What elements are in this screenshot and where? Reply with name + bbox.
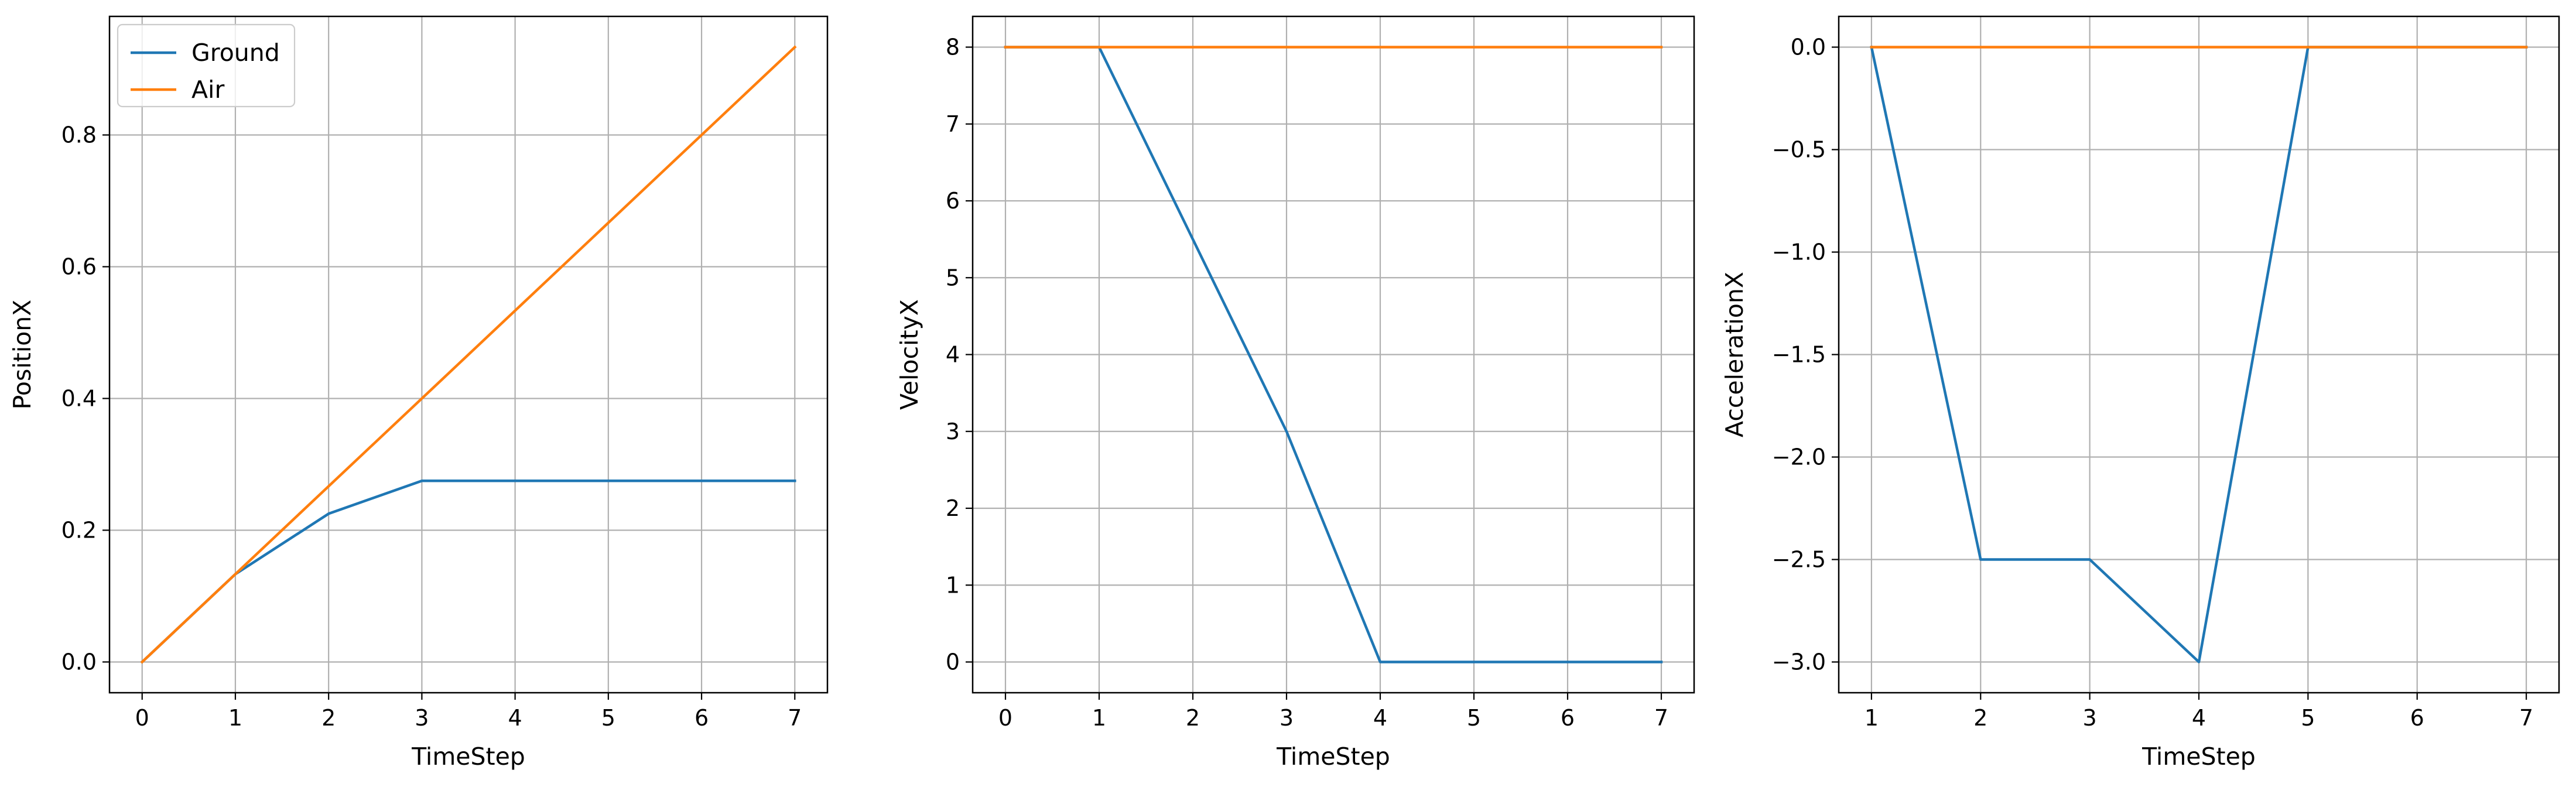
series-line-ground bbox=[140, 479, 796, 664]
y-axis-label: VelocityX bbox=[895, 299, 923, 410]
x-tick-label: 2 bbox=[321, 705, 336, 731]
x-tick-label: 2 bbox=[1186, 705, 1200, 731]
x-tick-label: 7 bbox=[1654, 705, 1668, 731]
y-tick-label: 0.0 bbox=[61, 649, 97, 675]
x-tick-label: 6 bbox=[2410, 705, 2424, 731]
chart-panel-1: 0 1 2 3 4 5 6 7 0.0 0.2 0.4 0.6 0.8 TimeStep PositionX… bbox=[8, 15, 829, 771]
y-tick-label: −1.5 bbox=[1772, 342, 1826, 368]
legend-label-air: Air bbox=[191, 76, 224, 104]
legend-box bbox=[117, 23, 296, 108]
x-tick-label: 3 bbox=[2083, 705, 2097, 731]
x-tick-label: 4 bbox=[508, 705, 522, 731]
y-tick-label: 0.6 bbox=[61, 254, 97, 279]
x-tick-label: 3 bbox=[1280, 705, 1294, 731]
series-line-air bbox=[140, 45, 797, 664]
x-axis-label: TimeStep bbox=[2141, 742, 2256, 771]
x-tick-label: 0 bbox=[998, 705, 1012, 731]
y-axis-label: PositionX bbox=[8, 300, 36, 410]
y-tick-label: −2.5 bbox=[1772, 547, 1826, 573]
x-tick-label: 5 bbox=[1467, 705, 1481, 731]
chart-panel-3: 1 2 3 4 5 6 7 0.0 −0.5 −1.0 −1.5 −2.0 −2.5 −3.0 TimeSt… bbox=[1720, 15, 2560, 771]
x-tick-label: 1 bbox=[1092, 705, 1106, 731]
x-tick-label: 6 bbox=[695, 705, 709, 731]
x-tick-label: 0 bbox=[135, 705, 149, 731]
series-line-ground bbox=[1004, 46, 1663, 663]
chart-panel-2: 0 1 2 3 4 5 6 7 0 1 2 3 4 5 6 7 8 TimeStep VelocityX bbox=[895, 15, 1695, 771]
x-tick-label: 5 bbox=[601, 705, 615, 731]
y-tick-label: 4 bbox=[946, 342, 960, 368]
legend: Ground Air bbox=[117, 23, 296, 108]
legend-label-ground: Ground bbox=[191, 39, 280, 67]
x-axis-label: TimeStep bbox=[1276, 742, 1390, 771]
y-tick-label: 2 bbox=[946, 495, 960, 521]
y-tick-label: 5 bbox=[946, 265, 960, 290]
x-tick-label: 7 bbox=[788, 705, 802, 731]
y-tick-label: −3.0 bbox=[1772, 649, 1826, 675]
x-tick-label: 1 bbox=[228, 705, 242, 731]
y-tick-label: 3 bbox=[946, 419, 960, 444]
x-axis-label: TimeStep bbox=[411, 742, 525, 771]
x-tick-label: 4 bbox=[1373, 705, 1387, 731]
y-tick-label: −0.5 bbox=[1772, 137, 1826, 163]
y-tick-label: 8 bbox=[946, 35, 960, 60]
y-tick-label: −2.0 bbox=[1772, 444, 1826, 470]
y-axis-label: AccelerationX bbox=[1720, 272, 1749, 437]
y-tick-label: 0.8 bbox=[61, 122, 97, 148]
y-tick-label: 0.4 bbox=[61, 385, 97, 411]
y-tick-label: −1.0 bbox=[1772, 239, 1826, 265]
x-tick-label: 3 bbox=[415, 705, 429, 731]
x-tick-label: 1 bbox=[1865, 705, 1879, 731]
x-tick-label: 4 bbox=[2192, 705, 2206, 731]
y-tick-label: 0.0 bbox=[1791, 35, 1826, 60]
y-tick-label: 0.2 bbox=[61, 517, 97, 543]
y-tick-label: 7 bbox=[946, 111, 960, 137]
x-tick-label: 5 bbox=[2301, 705, 2315, 731]
y-tick-label: 1 bbox=[946, 572, 960, 598]
x-tick-label: 7 bbox=[2519, 705, 2533, 731]
x-tick-label: 6 bbox=[1561, 705, 1575, 731]
subplots: 0 1 2 3 4 5 6 7 0.0 0.2 0.4 0.6 0.8 TimeStep PositionX… bbox=[8, 15, 2560, 771]
axes-frame bbox=[108, 15, 829, 694]
y-tick-label: 6 bbox=[946, 188, 960, 214]
y-tick-label: 0 bbox=[946, 649, 960, 675]
x-tick-label: 2 bbox=[1973, 705, 1987, 731]
